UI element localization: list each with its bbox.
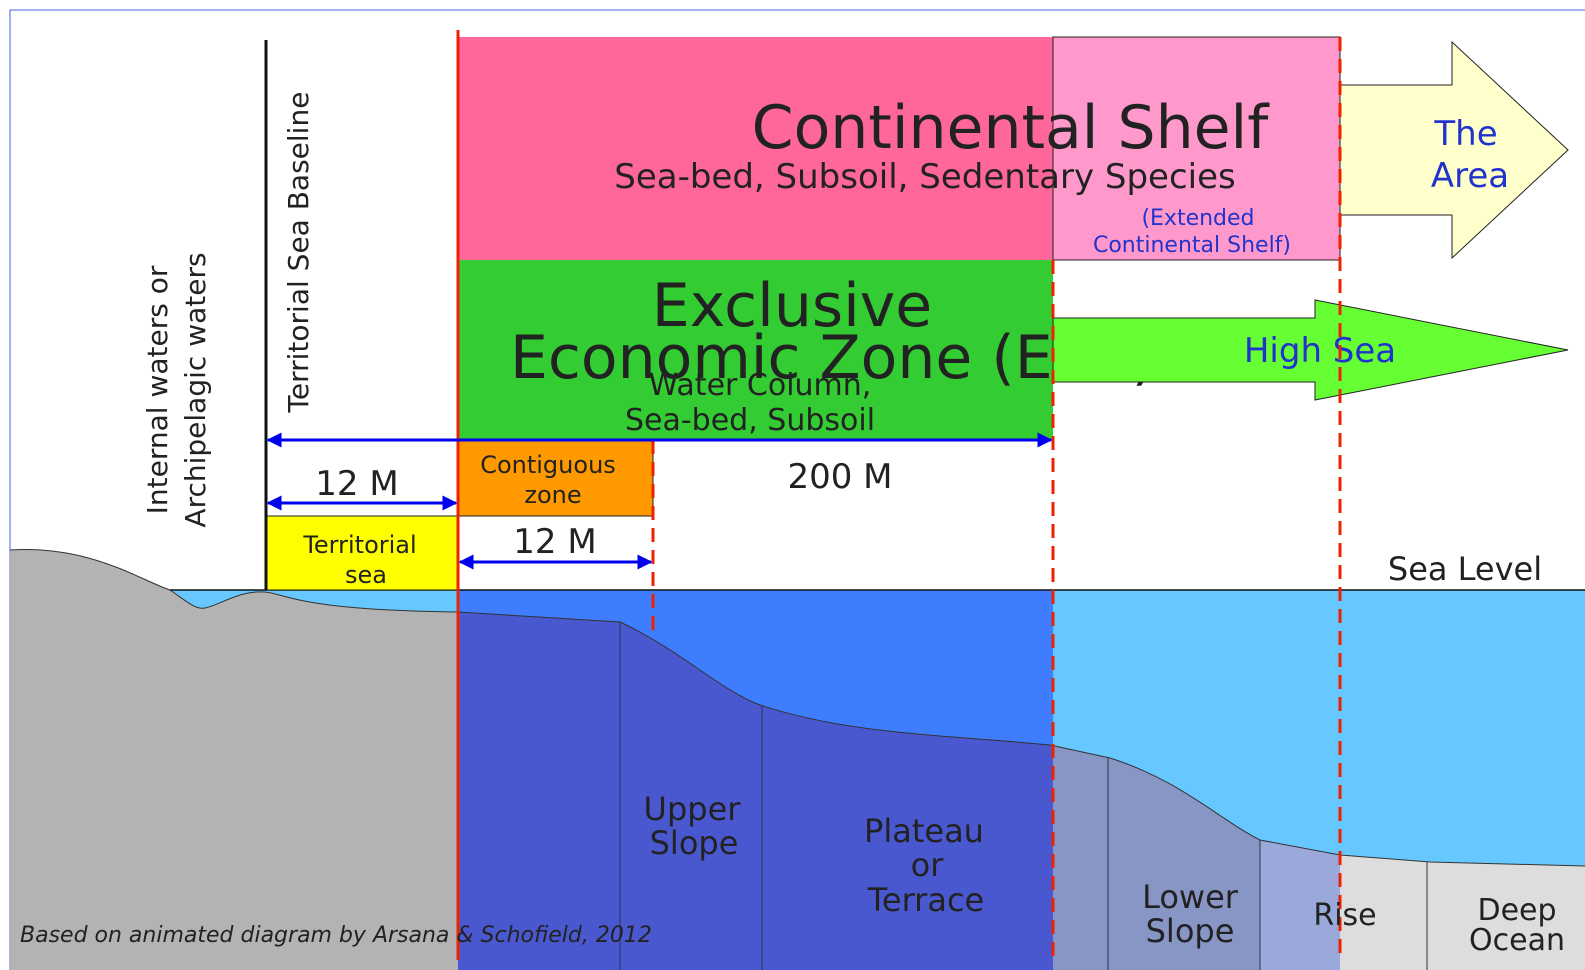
extended-shelf-label: Continental Shelf) (1093, 233, 1291, 258)
deep-ocean-label: Ocean (1469, 923, 1565, 958)
area-label: Area (1431, 156, 1509, 196)
rise-label: Rise (1313, 898, 1376, 933)
upper-slope-label: Upper (644, 790, 742, 828)
shelf-subtitle: Sea-bed, Subsoil, Sedentary Species (614, 157, 1236, 197)
shelf-title: Continental Shelf (752, 93, 1271, 163)
high-sea-label: High Sea (1244, 331, 1396, 371)
lower-slope-label: Lower (1142, 878, 1239, 916)
contiguous-label: Contiguous (480, 451, 616, 479)
territorial-distance: 12 M (315, 464, 398, 504)
eez-subtitle: Sea-bed, Subsoil (625, 403, 875, 438)
territorial-label: Territorial (302, 531, 416, 559)
eez-subtitle: Water Column, (649, 368, 872, 403)
sea-level-label: Sea Level (1388, 550, 1542, 588)
territorial-label: sea (345, 561, 387, 589)
internal-waters-label: Archipelagic waters (179, 252, 212, 527)
plateau-label: Plateau (864, 812, 984, 850)
plateau-label: Terrace (867, 881, 984, 919)
contiguous-label: zone (524, 481, 581, 509)
lower-slope-label: Slope (1146, 912, 1235, 950)
upper-slope-label: Slope (650, 824, 739, 862)
extended-shelf-label: (Extended (1141, 206, 1254, 231)
plateau-label: or (911, 846, 945, 884)
baseline-label: Territorial Sea Baseline (282, 92, 315, 414)
internal-waters-label: Internal waters or (141, 265, 174, 514)
area-label: The (1433, 114, 1497, 154)
contiguous-distance: 12 M (513, 522, 596, 562)
maritime-zones-diagram: Continental Shelf Sea-bed, Subsoil, Sede… (0, 0, 1585, 970)
credit: Based on animated diagram by Arsana & Sc… (20, 923, 652, 948)
eez-distance: 200 M (787, 457, 892, 497)
